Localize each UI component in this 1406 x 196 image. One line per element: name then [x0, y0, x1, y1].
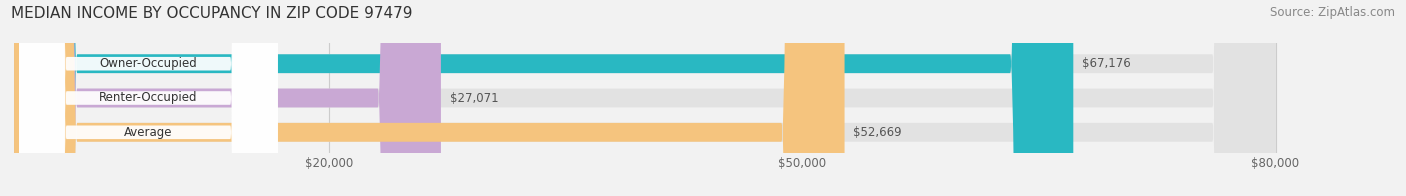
Text: $52,669: $52,669: [853, 126, 903, 139]
FancyBboxPatch shape: [14, 0, 1275, 196]
FancyBboxPatch shape: [20, 0, 278, 196]
Text: $27,071: $27,071: [450, 92, 498, 104]
FancyBboxPatch shape: [14, 0, 1275, 196]
Text: Renter-Occupied: Renter-Occupied: [100, 92, 198, 104]
Text: $67,176: $67,176: [1083, 57, 1130, 70]
FancyBboxPatch shape: [14, 0, 1275, 196]
Text: MEDIAN INCOME BY OCCUPANCY IN ZIP CODE 97479: MEDIAN INCOME BY OCCUPANCY IN ZIP CODE 9…: [11, 6, 413, 21]
Text: Average: Average: [124, 126, 173, 139]
FancyBboxPatch shape: [20, 0, 278, 196]
FancyBboxPatch shape: [20, 0, 278, 196]
Text: Owner-Occupied: Owner-Occupied: [100, 57, 197, 70]
Text: Source: ZipAtlas.com: Source: ZipAtlas.com: [1270, 6, 1395, 19]
FancyBboxPatch shape: [14, 0, 441, 196]
FancyBboxPatch shape: [14, 0, 845, 196]
FancyBboxPatch shape: [14, 0, 1073, 196]
